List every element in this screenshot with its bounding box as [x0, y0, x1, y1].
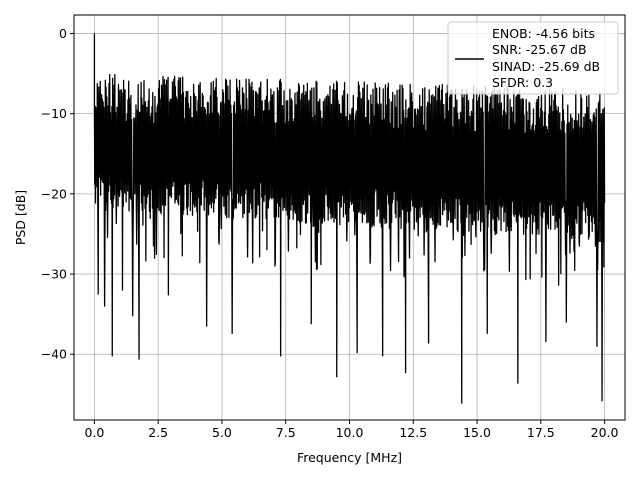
legend-sinad: SINAD: -25.69 dB [492, 59, 600, 74]
legend: ENOB: -4.56 bits SNR: -25.67 dB SINAD: -… [447, 21, 619, 95]
x-tick-label: 20.0 [591, 425, 619, 440]
x-tick-label: 7.5 [276, 425, 296, 440]
y-tick-label: −10 [41, 106, 67, 121]
x-tick-label: 17.5 [527, 425, 555, 440]
x-tick-label: 2.5 [148, 425, 168, 440]
y-axis-label: PSD [dB] [13, 190, 28, 245]
legend-enob: ENOB: -4.56 bits [492, 26, 595, 41]
y-tick-label: −30 [41, 267, 67, 282]
x-tick-label: 0.0 [84, 425, 104, 440]
y-tick-label: −40 [41, 347, 67, 362]
legend-snr: SNR: -25.67 dB [492, 42, 587, 57]
legend-sfdr: SFDR: 0.3 [492, 75, 553, 90]
x-tick-label: 12.5 [399, 425, 427, 440]
x-tick-label: 10.0 [336, 425, 364, 440]
legend-box [447, 21, 619, 95]
x-axis-ticks: 0.0 2.5 5.0 7.5 10.0 12.5 15.0 17.5 20.0 [84, 420, 619, 440]
psd-trace [93, 33, 606, 404]
x-tick-label: 15.0 [463, 425, 491, 440]
y-tick-label: 0 [59, 26, 67, 41]
y-tick-label: −20 [41, 186, 67, 201]
psd-series-line [93, 33, 606, 404]
y-axis-ticks: 0 −10 −20 −30 −40 [41, 26, 74, 362]
x-tick-label: 5.0 [212, 425, 232, 440]
x-axis-label: Frequency [MHz] [297, 450, 402, 465]
